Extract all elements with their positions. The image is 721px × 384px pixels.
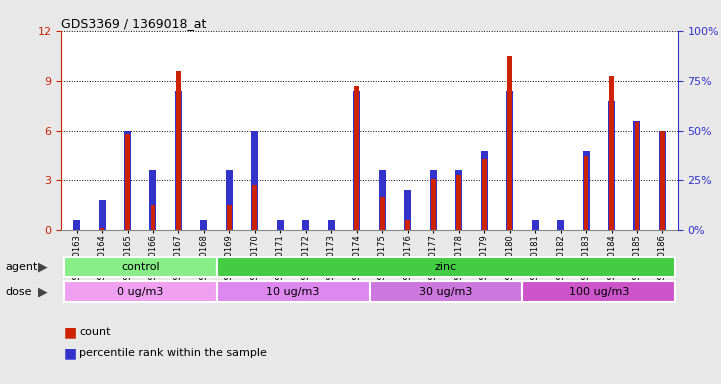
Bar [99, 228, 105, 230]
Bar [583, 156, 588, 230]
Text: ▶: ▶ [38, 285, 48, 298]
Bar [64, 257, 217, 277]
Bar [200, 220, 208, 230]
Bar [252, 185, 257, 230]
Bar [73, 220, 80, 230]
Text: ■: ■ [63, 325, 76, 339]
Bar [455, 170, 462, 230]
Bar [405, 220, 410, 230]
Text: 10 ug/m3: 10 ug/m3 [266, 287, 320, 297]
Bar [151, 205, 156, 230]
Bar [302, 220, 309, 230]
Bar [634, 121, 640, 230]
Bar [557, 220, 564, 230]
Bar [507, 56, 512, 230]
Bar [176, 71, 181, 230]
Bar [217, 257, 675, 277]
Bar [481, 151, 487, 230]
Bar [149, 170, 156, 230]
Bar [660, 131, 665, 230]
Bar [609, 76, 614, 230]
Bar [456, 175, 461, 230]
Bar [354, 86, 359, 230]
Bar [277, 220, 284, 230]
Bar [404, 190, 411, 230]
Text: count: count [79, 327, 111, 337]
Bar [506, 91, 513, 230]
Text: agent: agent [6, 262, 38, 272]
Bar [430, 170, 437, 230]
Text: dose: dose [6, 287, 32, 297]
Bar [99, 200, 105, 230]
Text: zinc: zinc [435, 262, 457, 272]
Bar [531, 220, 539, 230]
Text: 100 ug/m3: 100 ug/m3 [569, 287, 629, 297]
Bar [125, 134, 130, 230]
Bar [482, 159, 487, 230]
Bar [379, 170, 386, 230]
Text: control: control [121, 262, 159, 272]
Text: 30 ug/m3: 30 ug/m3 [419, 287, 473, 297]
Bar [328, 220, 335, 230]
Bar [217, 281, 369, 302]
Bar [608, 101, 615, 230]
Bar [175, 91, 182, 230]
Bar [252, 131, 258, 230]
Text: GDS3369 / 1369018_at: GDS3369 / 1369018_at [61, 17, 207, 30]
Bar [522, 281, 675, 302]
Bar [369, 281, 522, 302]
Bar [353, 91, 360, 230]
Bar [64, 281, 217, 302]
Bar [659, 131, 666, 230]
Text: ■: ■ [63, 346, 76, 360]
Bar [226, 170, 233, 230]
Text: 0 ug/m3: 0 ug/m3 [117, 287, 164, 297]
Bar [227, 205, 232, 230]
Bar [634, 122, 640, 230]
Bar [430, 179, 435, 230]
Text: percentile rank within the sample: percentile rank within the sample [79, 348, 267, 358]
Bar [380, 197, 385, 230]
Bar [583, 151, 590, 230]
Bar [124, 131, 131, 230]
Text: ▶: ▶ [38, 260, 48, 273]
